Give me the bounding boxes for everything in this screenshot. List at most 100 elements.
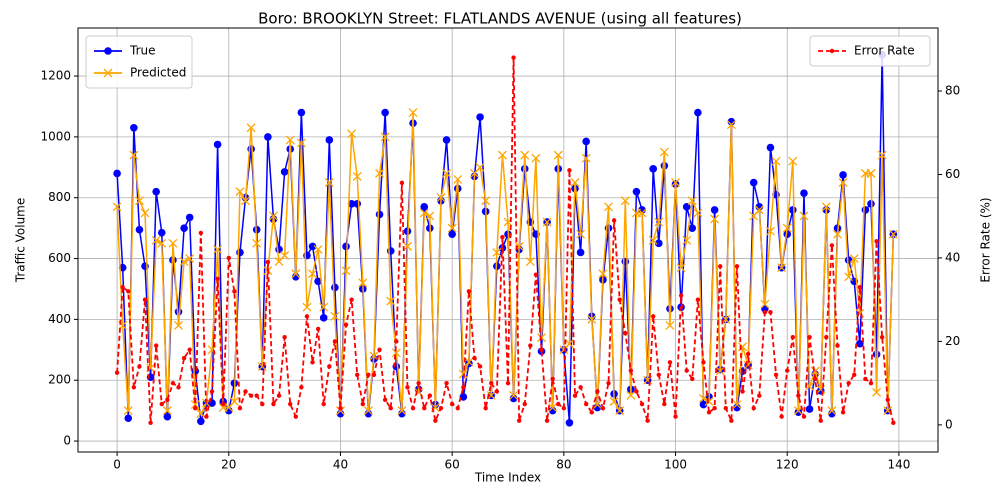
point <box>821 202 831 212</box>
point <box>321 401 326 407</box>
point <box>587 314 597 324</box>
point <box>299 385 304 390</box>
point <box>179 257 189 267</box>
point <box>377 347 382 352</box>
point <box>280 168 289 176</box>
point <box>342 242 350 251</box>
point <box>497 150 507 160</box>
point <box>288 401 293 407</box>
point <box>500 234 505 240</box>
point <box>209 389 215 394</box>
point <box>827 406 837 416</box>
point <box>438 405 444 411</box>
point <box>550 376 555 382</box>
y-tick-label: 1200 <box>40 69 71 83</box>
point <box>520 150 530 160</box>
point <box>252 238 262 248</box>
x-tick-label: 120 <box>776 458 799 472</box>
point <box>766 226 775 236</box>
point <box>650 314 656 319</box>
y2-tick-label: 20 <box>945 334 960 348</box>
point <box>796 393 801 398</box>
point <box>715 366 725 376</box>
point <box>678 293 684 298</box>
point <box>197 417 205 426</box>
point <box>648 235 658 245</box>
point <box>639 401 645 407</box>
point <box>581 153 591 163</box>
point <box>129 150 139 160</box>
point <box>448 230 456 239</box>
point <box>232 289 237 294</box>
point <box>712 405 717 411</box>
x-tick-label: 100 <box>664 458 687 472</box>
point <box>687 196 697 206</box>
point <box>187 347 192 352</box>
point <box>673 414 678 419</box>
point <box>151 235 161 245</box>
point <box>113 169 121 178</box>
point <box>363 406 373 416</box>
y2-tick-label: 80 <box>945 84 960 98</box>
point <box>690 376 695 382</box>
point <box>682 235 692 245</box>
point <box>818 418 823 423</box>
point <box>576 229 586 239</box>
point <box>170 380 176 386</box>
legend-label: Predicted <box>130 66 186 80</box>
point <box>726 120 736 130</box>
y-axis-label: Traffic Volume <box>14 198 28 284</box>
point <box>604 202 613 212</box>
point <box>293 414 298 419</box>
point <box>343 322 349 327</box>
y-tick-label: 0 <box>63 434 71 448</box>
point <box>861 206 870 214</box>
point <box>891 420 896 425</box>
point <box>600 405 606 411</box>
legend-box <box>85 35 193 89</box>
point <box>704 397 714 406</box>
point <box>525 257 535 267</box>
point <box>403 241 412 251</box>
point <box>369 351 379 361</box>
point <box>114 370 120 375</box>
point <box>799 211 809 221</box>
y2-axis-label: Error Rate (%) <box>979 197 993 282</box>
point <box>754 205 764 215</box>
x-tick-label: 60 <box>445 458 460 472</box>
point <box>176 385 181 390</box>
point <box>358 278 368 288</box>
point <box>466 289 472 294</box>
point <box>544 418 550 423</box>
point <box>671 178 680 187</box>
point <box>872 387 882 397</box>
point <box>375 210 384 219</box>
point <box>349 297 354 302</box>
x-tick-label: 0 <box>113 458 121 472</box>
point <box>531 153 541 163</box>
y-tick-label: 1000 <box>40 129 71 143</box>
point <box>539 347 544 352</box>
point <box>442 136 451 144</box>
point <box>564 339 574 349</box>
point <box>565 419 574 427</box>
point <box>410 405 416 411</box>
point <box>420 203 429 211</box>
point <box>226 255 231 261</box>
point <box>561 405 567 411</box>
legend-label: True <box>129 44 156 58</box>
point <box>204 414 209 419</box>
point <box>868 380 874 386</box>
point <box>330 311 340 321</box>
point <box>416 380 421 386</box>
point <box>777 263 787 273</box>
point <box>408 108 418 118</box>
point <box>310 360 315 365</box>
point <box>405 385 410 390</box>
point <box>449 401 455 407</box>
point <box>649 165 657 173</box>
point <box>152 187 160 196</box>
point <box>740 389 745 394</box>
point <box>123 406 133 416</box>
